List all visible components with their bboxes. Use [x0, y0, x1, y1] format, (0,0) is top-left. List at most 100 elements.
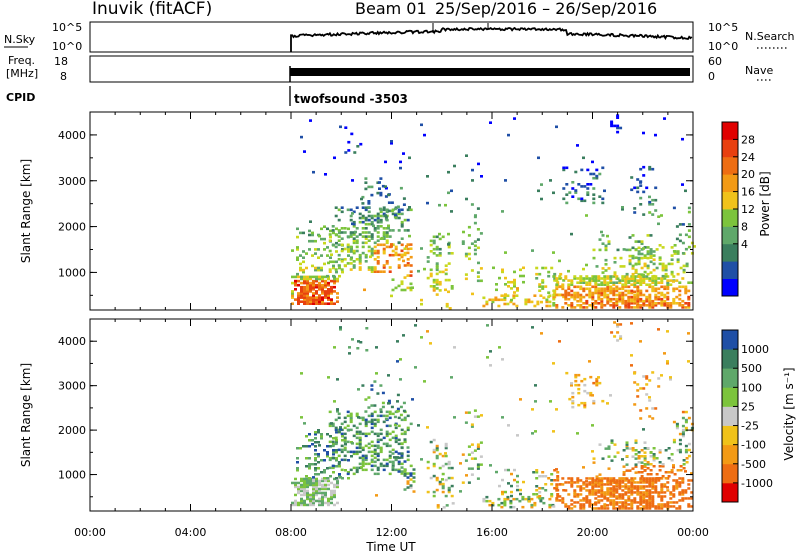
echo-cell	[663, 483, 667, 486]
echo-cell	[394, 245, 398, 249]
echo-cell	[346, 235, 350, 238]
echo-cell	[603, 491, 607, 494]
echo-cell	[337, 454, 341, 458]
echo-cell	[323, 459, 326, 462]
echo-cell	[397, 468, 401, 472]
echo-cell	[630, 354, 633, 357]
echo-cell	[658, 477, 662, 480]
echo-cell	[553, 279, 557, 282]
echo-cell	[388, 444, 392, 448]
echo-cell	[652, 262, 656, 266]
echo-cell	[600, 293, 604, 297]
echo-cell	[687, 302, 691, 305]
echo-cell	[637, 246, 641, 250]
echo-cell	[648, 501, 652, 504]
echo-cell	[636, 299, 640, 303]
echo-cell	[327, 283, 330, 287]
echo-cell	[513, 285, 516, 288]
echo-cell	[373, 229, 377, 232]
echo-cell	[655, 457, 659, 460]
echo-cell	[609, 299, 613, 303]
echo-cell	[355, 241, 359, 245]
echo-cell	[343, 416, 347, 420]
echo-cell	[382, 208, 386, 212]
echo-cell	[379, 428, 383, 432]
echo-cell	[624, 501, 628, 504]
echo-cell	[306, 296, 309, 299]
echo-cell	[314, 459, 317, 462]
echo-cell	[612, 275, 616, 278]
echo-cell	[654, 297, 658, 301]
echo-cell	[315, 296, 318, 299]
echo-cell	[400, 470, 404, 473]
echo-cell	[376, 227, 380, 230]
echo-cell	[387, 224, 390, 228]
echo-cell	[373, 404, 377, 407]
echo-cell	[582, 306, 586, 309]
echo-cell	[588, 281, 592, 284]
echo-cell	[550, 483, 554, 486]
echo-cell	[597, 507, 601, 510]
echo-cell	[406, 476, 410, 479]
echo-cell	[370, 388, 374, 391]
echo-cell	[524, 300, 528, 304]
echo-cell	[333, 493, 336, 497]
echo-cell	[633, 186, 637, 190]
echo-cell	[630, 489, 634, 492]
echo-cell	[655, 477, 659, 480]
echo-cell	[314, 252, 317, 255]
echo-cell	[600, 489, 604, 492]
echo-cell	[489, 350, 492, 353]
echo-cell	[337, 239, 341, 242]
echo-cell	[598, 479, 602, 482]
echo-cell	[400, 249, 404, 253]
echo-cell	[649, 473, 653, 476]
echo-cell	[339, 328, 342, 331]
echo-cell	[447, 252, 451, 255]
echo-cell	[324, 294, 327, 297]
echo-cell	[615, 299, 619, 303]
echo-cell	[591, 483, 595, 486]
echo-cell	[645, 297, 649, 301]
echo-cell	[402, 203, 406, 206]
echo-cell	[385, 208, 389, 212]
echo-cell	[552, 302, 556, 305]
echo-cell	[391, 249, 395, 253]
colorbar-segment	[722, 174, 738, 192]
echo-cell	[370, 251, 374, 255]
echo-cell	[591, 487, 595, 490]
echo-cell	[417, 424, 420, 427]
echo-cell	[300, 285, 303, 289]
echo-cell	[565, 371, 569, 375]
echo-cell	[370, 222, 374, 226]
echo-cell	[444, 462, 448, 466]
echo-cell	[364, 398, 368, 401]
echo-cell	[534, 384, 537, 387]
echo-cell	[309, 296, 312, 299]
echo-cell	[532, 471, 536, 474]
echo-cell	[346, 472, 350, 476]
echo-cell	[669, 491, 673, 494]
echo-cell	[663, 285, 667, 289]
echo-cell	[583, 199, 587, 203]
echo-cell	[684, 189, 687, 193]
echo-cell	[571, 399, 575, 403]
echo-cell	[582, 287, 586, 291]
echo-cell	[306, 281, 309, 285]
echo-cell	[352, 251, 356, 255]
nsky-tick-top: 10^5	[52, 21, 82, 34]
echo-cell	[660, 281, 664, 284]
echo-cell	[515, 497, 519, 501]
echo-cell	[323, 241, 326, 245]
echo-cell	[687, 487, 691, 490]
echo-cell	[651, 287, 655, 291]
echo-cell	[376, 262, 380, 265]
echo-cell	[654, 479, 658, 482]
echo-cell	[358, 212, 362, 216]
echo-cell	[409, 274, 413, 277]
echo-cell	[353, 151, 357, 154]
echo-cell	[423, 267, 426, 271]
echo-cell	[367, 268, 371, 271]
echo-cell	[633, 497, 637, 500]
echo-cell	[667, 447, 671, 450]
